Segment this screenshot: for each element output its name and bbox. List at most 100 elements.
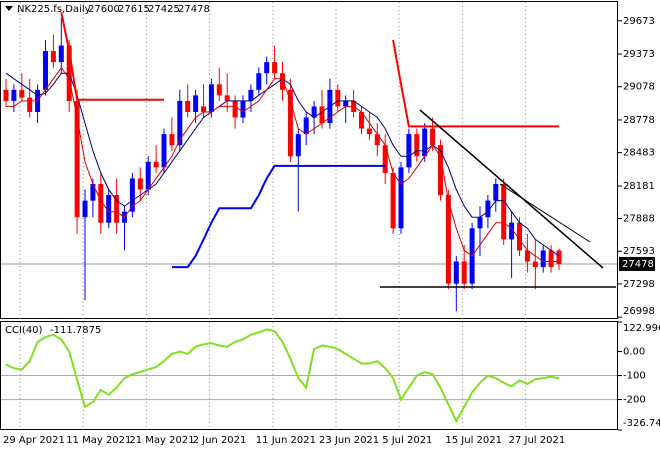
candle-body [445, 195, 451, 284]
ohlc-high: 27615 [118, 4, 150, 15]
x-tick-label: 5 Jul 2021 [382, 435, 432, 446]
cci-value: -111.7875 [50, 325, 101, 336]
candle-body [422, 128, 428, 157]
candle-body [224, 95, 230, 101]
price-tag [619, 256, 655, 271]
candle-body [374, 134, 380, 146]
candle-body [295, 134, 301, 157]
candle-body [406, 134, 412, 168]
candle-body [556, 250, 562, 264]
candle-body [509, 222, 515, 240]
candle-body [540, 250, 546, 268]
y-tick-label: 28778 [623, 115, 655, 126]
candle-body [501, 183, 507, 240]
candle-body [90, 183, 96, 201]
x-tick-label: 11 Jun 2021 [256, 435, 316, 446]
candle-body [461, 261, 467, 284]
candle-body [256, 73, 262, 90]
candle-body [453, 261, 459, 284]
y-tick-label: 27298 [623, 279, 655, 290]
candle-body [74, 100, 80, 218]
candle-body [548, 250, 554, 268]
cci-panel [0, 321, 618, 430]
candle-body [177, 100, 183, 146]
candle-body [98, 183, 104, 223]
candle-body [193, 95, 199, 112]
candle-body [240, 100, 246, 118]
candle-body [232, 100, 238, 118]
candle-body [50, 51, 56, 63]
indicator-line [6, 66, 559, 262]
candle-body [169, 134, 175, 146]
candle-body [43, 51, 48, 90]
candle-body [153, 161, 159, 168]
y-tick-label: 29373 [623, 49, 655, 60]
main-panel [0, 1, 618, 319]
candle-body [216, 84, 222, 96]
candle-body [517, 222, 522, 251]
candle-body [58, 45, 64, 63]
candle-body [145, 161, 151, 190]
candle-body [319, 106, 325, 124]
candle-body [532, 261, 538, 268]
candle-body [438, 145, 443, 196]
symbol-title: NK225.fs,Daily [17, 4, 91, 15]
x-tick-label: 11 May 2021 [66, 435, 131, 446]
candle-body [414, 134, 420, 157]
indicator-line [171, 164, 386, 269]
candle-body [208, 84, 214, 112]
ohlc-low: 27425 [148, 4, 180, 15]
candle-body [493, 183, 499, 201]
x-tick-label: 2 Jun 2021 [193, 435, 247, 446]
y-tick-label: -326.744 [623, 418, 660, 429]
y-tick-label: -200 [623, 395, 646, 406]
candle-body [303, 117, 309, 135]
menu-icon [5, 6, 13, 11]
x-tick-label: 21 May 2021 [129, 435, 194, 446]
candle-body [201, 106, 206, 112]
indicator-line [5, 328, 560, 424]
y-tick-label: 28181 [623, 181, 655, 192]
candle-body [106, 195, 112, 223]
candle-body [114, 195, 120, 223]
y-tick-label: 29078 [623, 82, 655, 93]
candle-body [398, 167, 404, 229]
y-tick-label: 26998 [623, 306, 655, 317]
cci-title: CCI(40) [5, 325, 43, 336]
candle-body [343, 100, 349, 107]
y-tick-label: -100 [623, 371, 646, 382]
candle-body [359, 111, 364, 129]
candle-body [382, 145, 388, 173]
candle-body [137, 178, 143, 190]
y-tick-label: 122.9967 [623, 323, 660, 334]
candle-body [390, 172, 396, 229]
y-tick-label: 29673 [623, 16, 655, 27]
y-tick-label: 27888 [623, 214, 655, 225]
candle-body [11, 89, 17, 101]
candle-body [485, 200, 491, 218]
candle-body [82, 200, 88, 218]
candle-body [129, 178, 135, 212]
candle-body [311, 106, 317, 118]
price-tag-label: 27478 [622, 259, 654, 270]
candle-body [335, 89, 341, 107]
y-tick-label: 28483 [623, 148, 655, 159]
x-tick-label: 29 Apr 2021 [3, 435, 65, 446]
x-tick-label: 23 Jun 2021 [319, 435, 379, 446]
candle-body [161, 134, 167, 168]
candle-body [27, 97, 33, 112]
candle-body [287, 89, 293, 157]
candle-body [3, 89, 9, 101]
candle-body [524, 250, 530, 262]
candle-body [430, 128, 436, 146]
candle-body [19, 89, 25, 98]
candle-body [366, 128, 372, 135]
y-tick-label: 0.00 [623, 347, 645, 358]
candle-body [477, 217, 483, 229]
candle-body [264, 62, 270, 74]
y-tick-label: 27593 [623, 246, 655, 257]
trend-line [499, 183, 591, 243]
x-tick-label: 27 Jul 2021 [509, 435, 566, 446]
candle-body [280, 73, 285, 90]
